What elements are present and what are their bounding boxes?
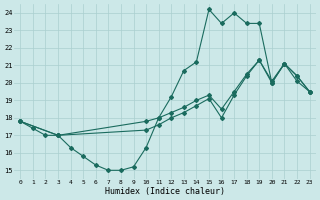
X-axis label: Humidex (Indice chaleur): Humidex (Indice chaleur) bbox=[105, 187, 225, 196]
